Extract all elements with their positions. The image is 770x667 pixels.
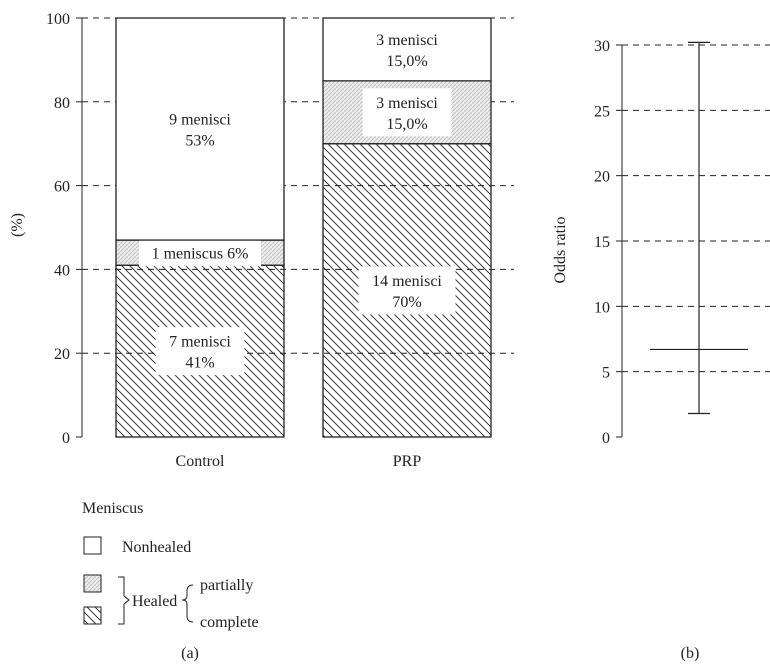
panel-a-caption: (a) — [181, 645, 199, 662]
panel-b: 0 5 10 15 20 25 30 Odds ratio (b) — [552, 38, 770, 662]
panel-a: 0 20 40 60 80 100 7 menisci 41% 1 meniscus 6% 9 … — [9, 11, 514, 662]
legend-partially-label: partially — [200, 577, 253, 594]
panel-a-y-label: (%) — [9, 213, 26, 237]
legend-brace-healed — [181, 584, 194, 623]
bar-segment-label: 3 menisci — [376, 32, 438, 49]
legend-nonhealed-label: Nonhealed — [122, 539, 191, 556]
legend-complete-label: complete — [200, 614, 259, 631]
bar-segment-label: 70% — [392, 294, 421, 311]
panel-b-grid — [622, 44, 770, 373]
bar-label-background — [139, 239, 261, 267]
panel-a-bars: 7 menisci 41% 1 meniscus 6% 9 menisci 53% Con… — [115, 17, 492, 470]
bar-segment-label: 15,0% — [386, 53, 427, 70]
x-tick-label-control: Control — [176, 453, 225, 470]
bar-segment-label: 3 menisci — [376, 95, 438, 112]
bar-segment-nonhealed — [115, 17, 285, 241]
legend: Meniscus Nonhealed Healed partially comp… — [82, 500, 259, 631]
panel-b-y-label: Odds ratio — [552, 216, 569, 283]
panel-b-y-tick-label: 10 — [594, 299, 610, 316]
bar-segment-label: 14 menisci — [372, 273, 442, 290]
panel-b-y-tick-label: 0 — [602, 430, 610, 447]
panel-a-y-axis: 0 20 40 60 80 100 — [46, 11, 83, 447]
legend-swatch-complete — [83, 606, 102, 625]
panel-b-y-tick-label: 15 — [594, 234, 610, 251]
bar-segment-label: 15,0% — [386, 116, 427, 133]
panel-a-y-tick-label: 60 — [54, 179, 70, 196]
bar-segment-nonhealed — [322, 17, 492, 82]
bar-label-background — [358, 266, 456, 315]
panel-b-y-tick-label: 25 — [594, 103, 610, 120]
panel-b-y-axis: 0 5 10 15 20 25 30 — [594, 38, 623, 447]
panel-b-caption: (b) — [681, 645, 700, 662]
legend-healed-label: Healed — [132, 593, 177, 610]
panel-b-y-tick-label: 20 — [594, 169, 610, 186]
panel-a-y-tick-label: 20 — [54, 346, 70, 363]
bar-segment-label: 9 menisci — [169, 112, 231, 129]
bar-segment-label: 1 meniscus 6% — [152, 246, 249, 263]
panel-a-y-tick-label: 100 — [46, 11, 70, 28]
legend-swatch-nonhealed — [83, 536, 102, 555]
bar-segment-label: 7 menisci — [169, 334, 231, 351]
x-tick-label-prp: PRP — [393, 453, 422, 470]
bar-segment-label: 41% — [185, 355, 214, 372]
panel-a-y-tick-label: 40 — [54, 262, 70, 279]
panel-b-errorbar — [650, 41, 748, 415]
panel-b-y-tick-label: 30 — [594, 38, 610, 55]
legend-swatch-partial — [83, 574, 102, 593]
legend-title: Meniscus — [82, 500, 143, 517]
bar-label-background — [362, 88, 452, 137]
panel-a-y-tick-label: 80 — [54, 95, 70, 112]
bar-label-background — [155, 327, 245, 376]
bar-segment-label: 53% — [185, 133, 214, 150]
panel-b-y-tick-label: 5 — [602, 365, 610, 382]
legend-bracket-healed — [118, 576, 130, 625]
panel-a-y-tick-label: 0 — [62, 430, 70, 447]
